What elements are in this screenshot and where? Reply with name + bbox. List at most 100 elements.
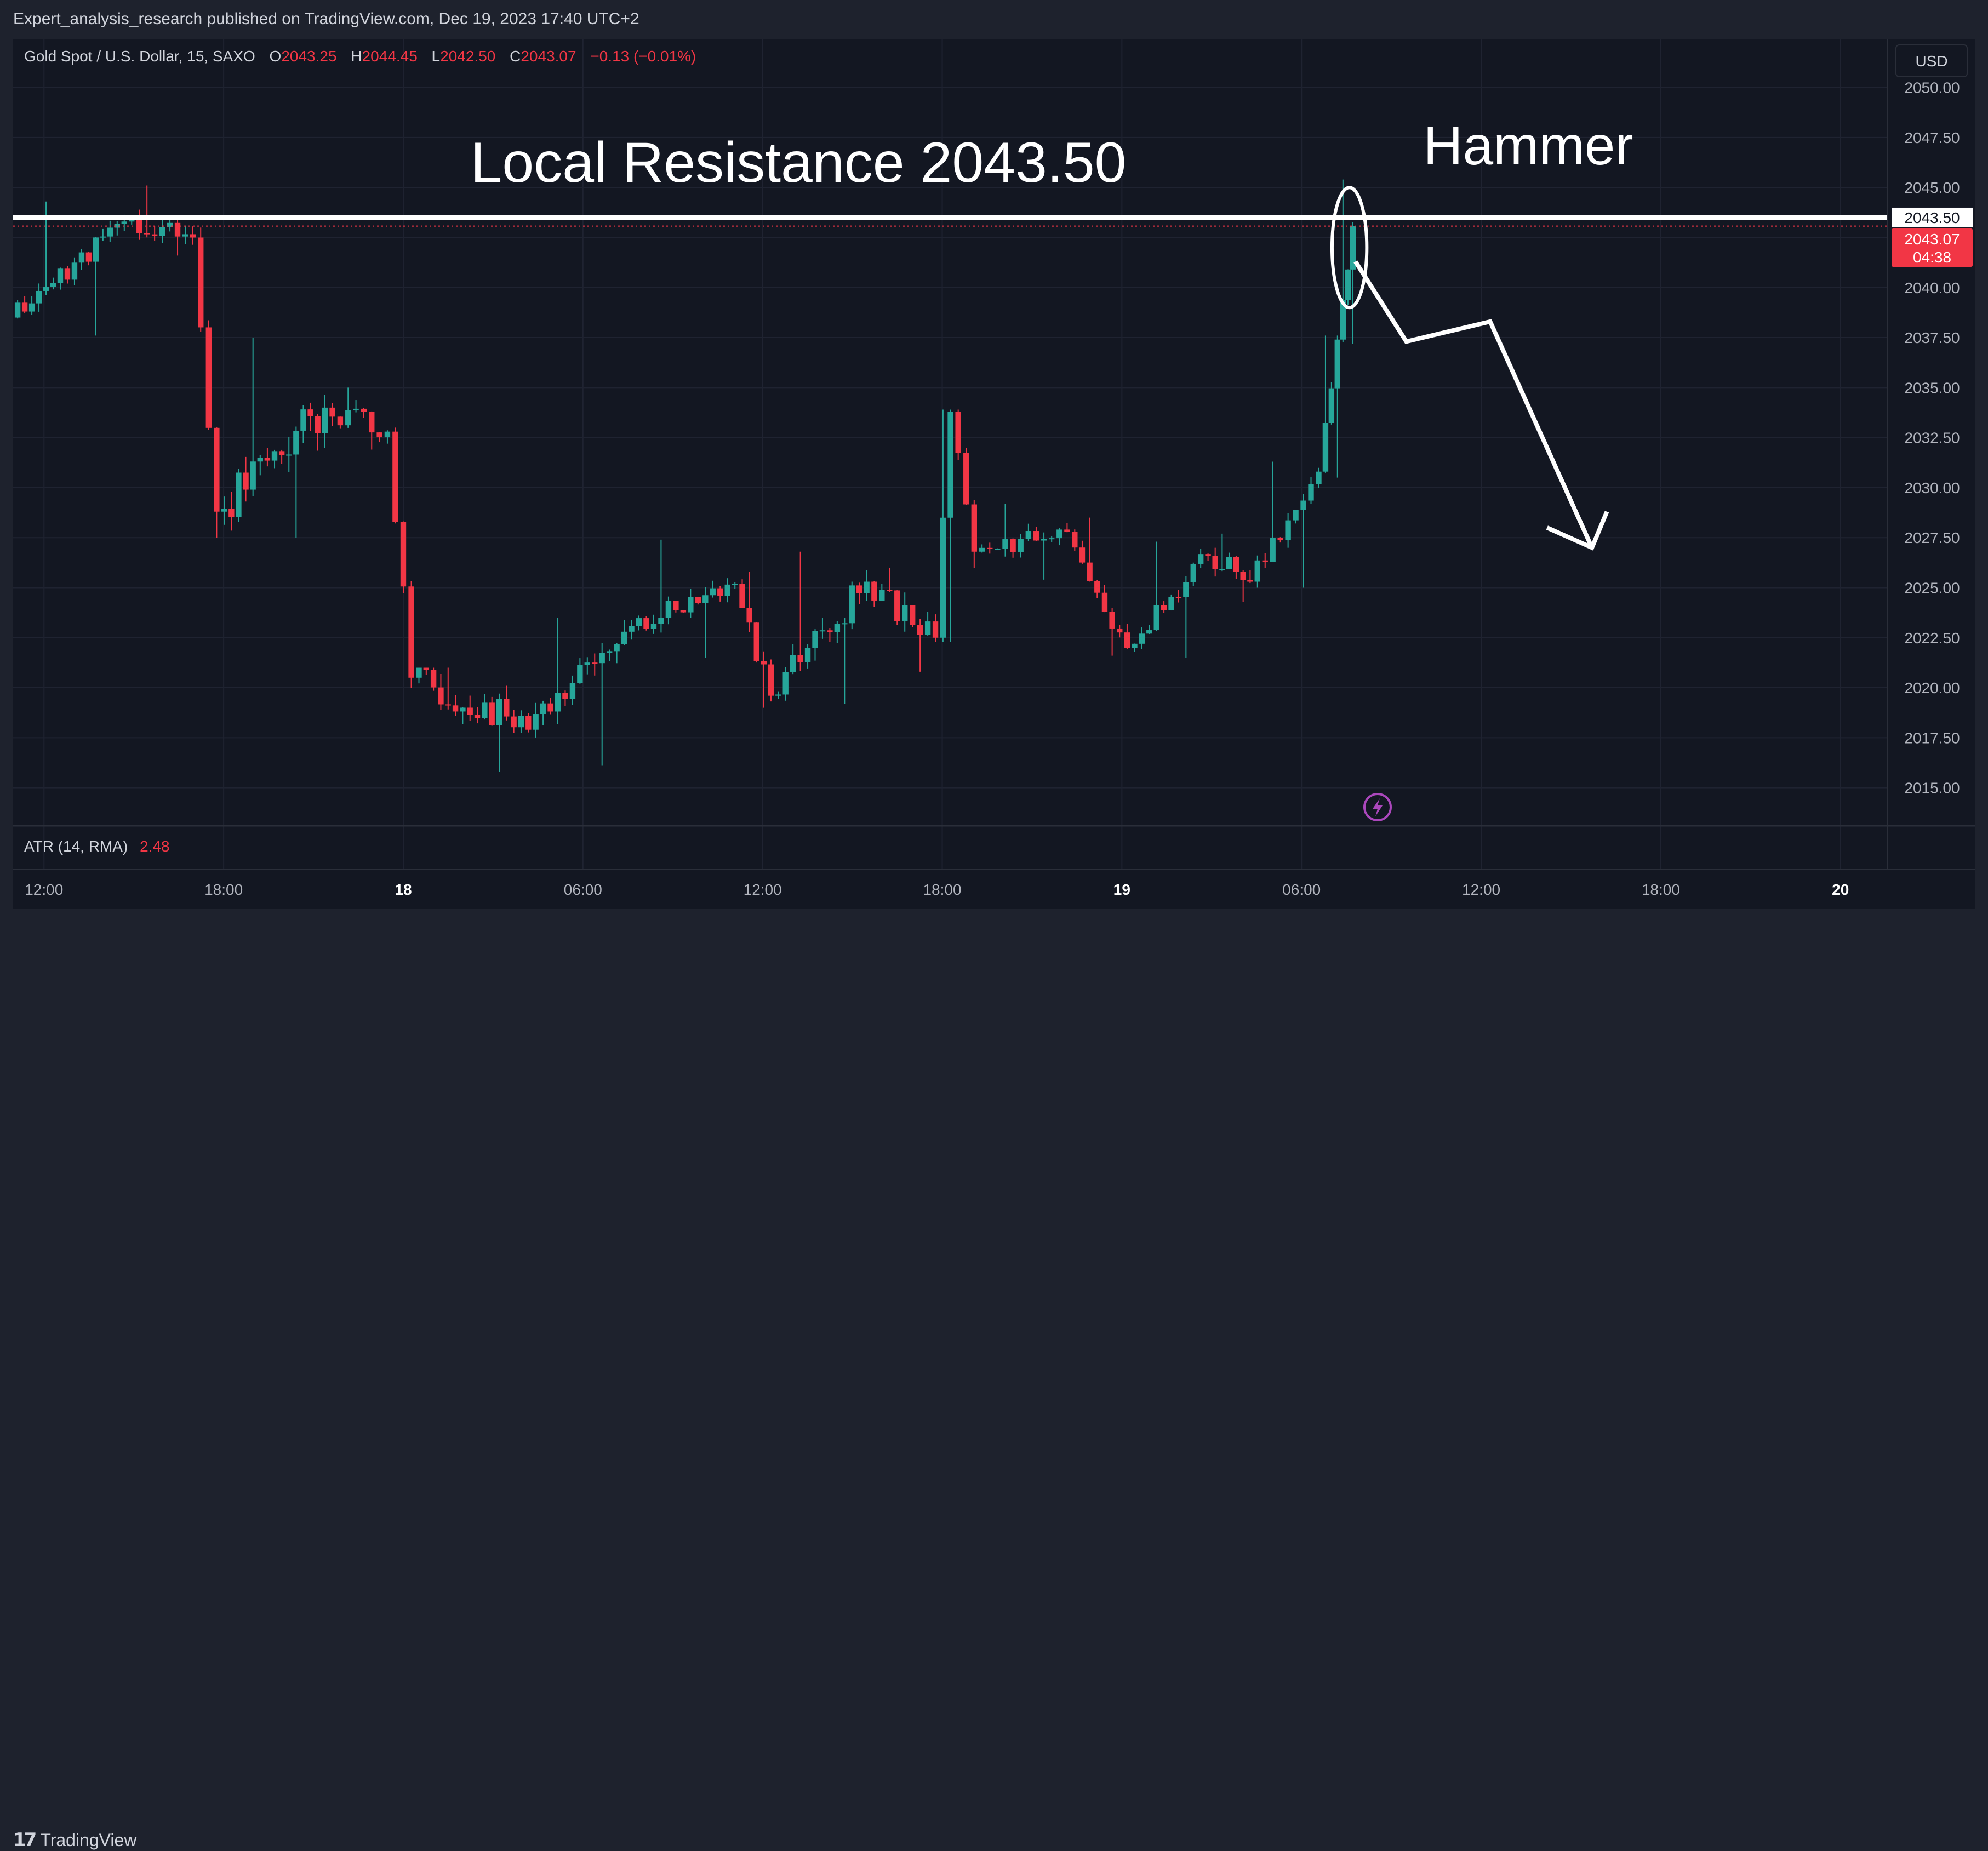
candle-body [665, 601, 672, 618]
candle-body [947, 412, 953, 518]
candle-body [43, 287, 49, 291]
candle-body [205, 327, 212, 428]
candle-body [243, 472, 249, 490]
symbol-legend[interactable]: Gold Spot / U.S. Dollar, 15, SAXO O2043.… [24, 48, 696, 65]
svg-text:2043.50: 2043.50 [1904, 209, 1960, 226]
candle-body [1101, 592, 1108, 612]
hammer-annotation[interactable]: Hammer [1423, 115, 1633, 176]
candle-body [1056, 529, 1062, 539]
candle-body [1033, 531, 1039, 541]
time-tick-label: 06:00 [564, 881, 602, 898]
down-arrow-head[interactable] [1546, 511, 1609, 551]
candle-body [849, 585, 855, 624]
time-axis[interactable]: 12:00 18:00 18 06:00 12:00 18:00 19 06:00 12:00 1… [25, 881, 1975, 898]
price-tick-label: 2017.50 [1904, 729, 1960, 746]
candle-body [864, 581, 870, 593]
time-tick-label: 12:00 [1462, 881, 1500, 898]
candle-body [1340, 300, 1346, 340]
candle-body [1064, 529, 1070, 532]
candle-body [121, 221, 127, 224]
candle-body [1183, 582, 1189, 597]
candle-body [1226, 557, 1232, 569]
candle-body [361, 408, 367, 412]
candle-body [592, 662, 598, 664]
candle-body [337, 416, 344, 426]
atr-indicator-legend[interactable]: ATR (14, RMA) 2.48 [24, 838, 170, 855]
svg-text:2043.07: 2043.07 [1904, 231, 1960, 248]
price-tick-label: 2020.00 [1904, 679, 1960, 696]
candle-body [198, 237, 204, 328]
price-axis[interactable]: 2015.00 2017.50 2020.00 2022.50 2025.00 2027.… [1904, 79, 1960, 797]
candle-body [1190, 563, 1196, 582]
candle-body [1153, 605, 1159, 631]
price-tick-label: 2027.50 [1904, 529, 1960, 546]
candle-body [214, 427, 220, 512]
candle-body [1079, 547, 1086, 563]
candle-body [1345, 269, 1351, 300]
publish-info: Expert_analysis_research published on Tr… [13, 10, 639, 28]
currency-label: USD [1915, 53, 1947, 70]
candle-body [775, 694, 781, 696]
hammer-ellipse[interactable] [1330, 186, 1369, 310]
candle-body [460, 707, 466, 712]
candle-body [1270, 538, 1276, 562]
time-tick-label: 20 [1832, 881, 1849, 898]
candle-body [894, 590, 900, 621]
candle-body [78, 252, 85, 263]
last-price-marker: 2043.07 04:38 [1892, 228, 1973, 267]
candle-body [151, 234, 158, 236]
candle-body [761, 660, 767, 665]
chart-area[interactable]: Local Resistance 2043.50 Hammer 2015.00 2… [13, 39, 1975, 909]
candle-body [100, 236, 106, 238]
candle-body [812, 631, 818, 648]
candle-body [1205, 554, 1211, 556]
price-tick-label: 2025.00 [1904, 579, 1960, 596]
price-tick-label: 2045.00 [1904, 179, 1960, 196]
candle-body [710, 588, 716, 596]
candle-body [300, 409, 306, 431]
candle-body [430, 669, 437, 688]
candle-body [688, 597, 694, 613]
candle-body [322, 407, 328, 433]
candle-body [1293, 510, 1299, 521]
candle-body [482, 702, 488, 718]
down-arrow-path[interactable] [1353, 260, 1594, 549]
candle-body [408, 586, 414, 678]
time-tick-label: 18:00 [1642, 881, 1680, 898]
candle-body [842, 623, 848, 625]
resistance-annotation[interactable]: Local Resistance 2043.50 [471, 131, 1127, 195]
tradingview-logo[interactable]: 17 TradingView [13, 1829, 136, 1851]
publish-bar: Expert_analysis_research published on Tr… [0, 0, 1988, 39]
candle-body [1146, 630, 1152, 634]
candle-body [621, 631, 627, 644]
candle-body [1197, 554, 1204, 564]
candle-body [264, 458, 271, 461]
candle-body [467, 707, 473, 715]
candle-body [369, 412, 375, 433]
candle-body [93, 237, 99, 262]
candle-body [724, 584, 730, 596]
candle-body [555, 693, 561, 712]
time-tick-label: 18:00 [204, 881, 243, 898]
candle-body [228, 509, 235, 517]
candles-layer [14, 179, 1356, 772]
candle-body [293, 430, 299, 455]
candle-body [963, 453, 969, 505]
price-chart[interactable]: Local Resistance 2043.50 Hammer 2015.002… [13, 39, 1975, 909]
candle-body [1300, 500, 1306, 510]
candle-body [474, 715, 481, 718]
candle-body [445, 704, 451, 706]
candle-body [345, 410, 351, 426]
candle-body [384, 431, 391, 438]
lightning-icon[interactable] [1363, 793, 1392, 821]
candle-body [1117, 628, 1123, 633]
candle-body [614, 644, 620, 652]
price-tick-label: 2050.00 [1904, 79, 1960, 96]
candle-body [856, 585, 862, 593]
currency-button[interactable]: USD [1895, 44, 1968, 77]
candle-body [71, 262, 78, 280]
candle-body [1219, 569, 1225, 570]
candle-body [887, 590, 893, 591]
candle-body [695, 597, 701, 603]
candle-body [768, 664, 774, 696]
